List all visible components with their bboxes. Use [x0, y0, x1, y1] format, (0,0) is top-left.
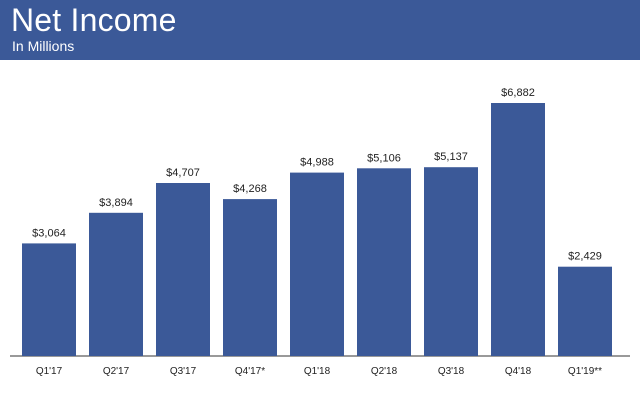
bar: [290, 172, 344, 356]
x-tick-label: Q1'19**: [568, 366, 602, 377]
bar: [558, 266, 612, 356]
bar-value-label: $3,894: [99, 197, 133, 209]
chart-title: Net Income: [11, 2, 177, 38]
x-tick-label: Q1'17: [36, 366, 63, 377]
bar: [22, 243, 76, 356]
bar: [156, 183, 210, 356]
bar-value-label: $4,268: [233, 183, 267, 195]
x-tick-label: Q2'18: [371, 366, 398, 377]
bar-value-label: $4,988: [300, 157, 334, 169]
bar-value-label: $3,064: [32, 227, 66, 239]
chart-subtitle: In Millions: [12, 38, 75, 54]
bar-value-label: $6,882: [501, 87, 535, 99]
x-tick-label: Q1'18: [304, 366, 331, 377]
header-banner: Net Income In Millions: [0, 0, 640, 60]
bars-group: $3,064 Q1'17 $3,894 Q2'17 $4,707 Q3'17 $4,268 Q…: [22, 87, 612, 377]
x-tick-label: Q3'18: [438, 366, 465, 377]
bar: [491, 103, 545, 356]
x-tick-label: Q4'17*: [235, 366, 265, 377]
bar-value-label: $2,429: [568, 251, 602, 263]
x-tick-label: Q2'17: [103, 366, 130, 377]
bar-value-label: $4,707: [166, 167, 200, 179]
bar-value-label: $5,137: [434, 151, 468, 163]
bar: [357, 168, 411, 356]
x-tick-label: Q3'17: [170, 366, 197, 377]
x-tick-label: Q4'18: [505, 366, 532, 377]
bar-value-label: $5,106: [367, 152, 401, 164]
bar: [223, 199, 277, 356]
bar: [424, 167, 478, 356]
bar: [89, 212, 143, 356]
